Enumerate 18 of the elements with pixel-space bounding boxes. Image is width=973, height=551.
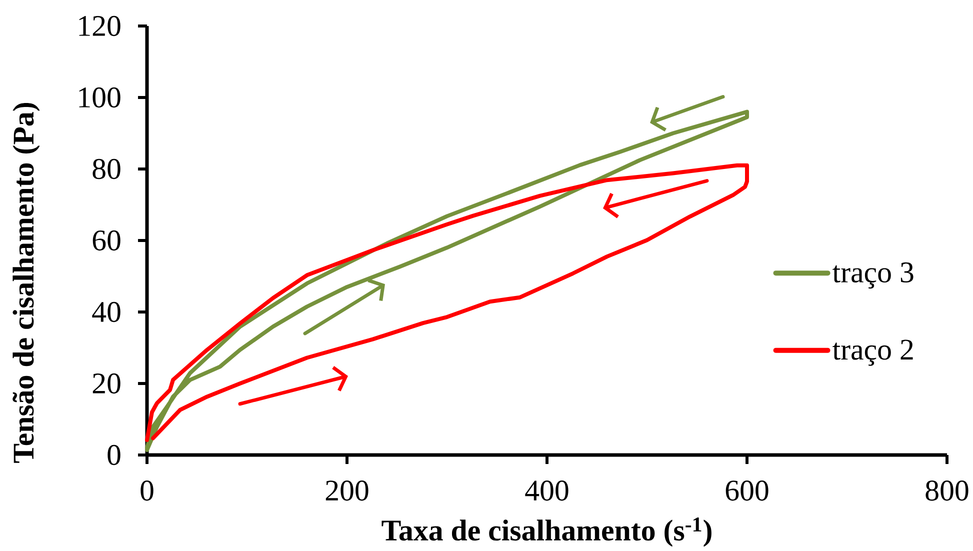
x-tick-label: 0 bbox=[140, 480, 154, 501]
line-series bbox=[145, 110, 749, 452]
x-tick-label: 800 bbox=[926, 480, 968, 501]
y-tick-label: 40 bbox=[92, 302, 120, 322]
y-axis-title: Tensão de cisalhamento (Pa) bbox=[12, 102, 40, 463]
y-tick-label: 60 bbox=[92, 230, 120, 251]
y-tick-label: 80 bbox=[92, 158, 120, 180]
x-axis-title: Taxa de cisalhamento (s$^{-1}$) bbox=[382, 518, 712, 547]
legend-label: traço 3 bbox=[832, 262, 914, 289]
y-tick-label: 120 bbox=[79, 16, 120, 36]
x-tick-label: 400 bbox=[525, 480, 568, 501]
line-series bbox=[145, 163, 749, 442]
x-tick-label: 200 bbox=[326, 480, 368, 501]
legend-label: traço 2 bbox=[832, 340, 913, 366]
x-tick-label: 600 bbox=[726, 480, 768, 501]
y-tick-label: 20 bbox=[92, 373, 120, 394]
y-tick-label: 100 bbox=[79, 87, 120, 108]
y-tick-label: 0 bbox=[108, 444, 120, 466]
